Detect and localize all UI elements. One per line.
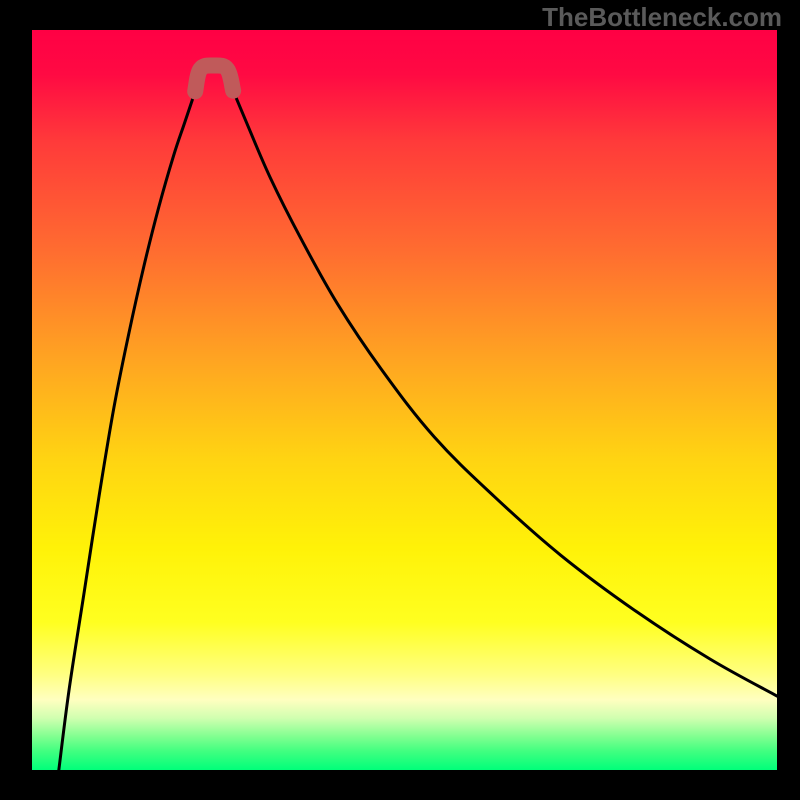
curve-right-branch xyxy=(233,91,777,696)
watermark-text: TheBottleneck.com xyxy=(542,2,782,33)
plot-area xyxy=(32,30,777,770)
chart-frame: TheBottleneck.com xyxy=(0,0,800,800)
curve-layer xyxy=(32,30,777,770)
overlay-u-mark xyxy=(195,65,233,91)
curve-left-branch xyxy=(59,91,195,770)
